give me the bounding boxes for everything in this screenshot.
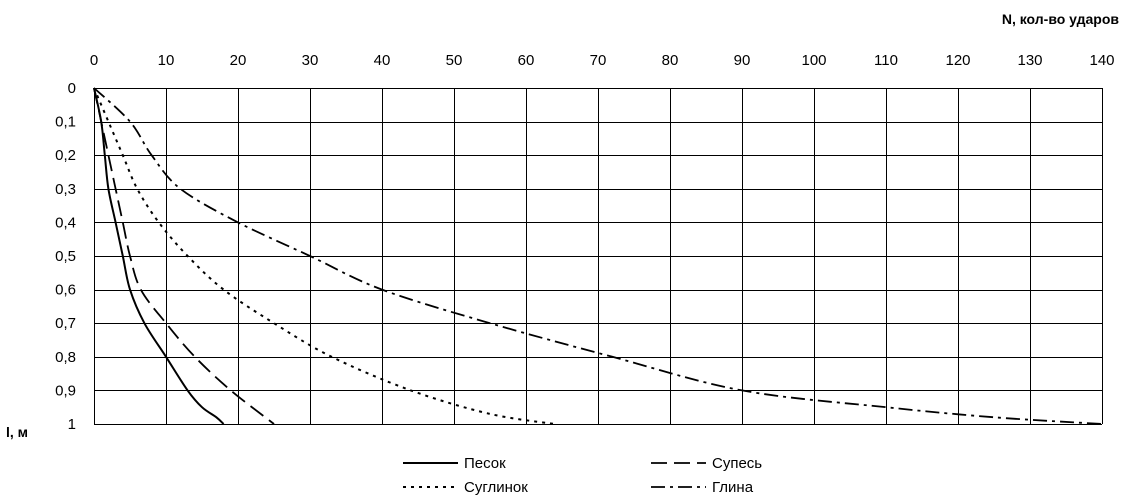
x-tick-label: 50 [446, 52, 463, 69]
y-tick-label: 0 [68, 80, 76, 97]
x-tick-label: 120 [945, 52, 970, 69]
y-axis-title: l, м [6, 424, 28, 440]
legend-label: Супесь [712, 455, 762, 472]
legend-label: Глина [712, 479, 754, 496]
legend: Песок Супесь Суглинок Глина [403, 455, 762, 496]
series-line-4 [93, 87, 1103, 425]
grid [94, 88, 1103, 425]
y-tick-label: 0,7 [55, 315, 76, 332]
y-tick-label: 0,6 [55, 282, 76, 299]
x-tick-label: 70 [590, 52, 607, 69]
series-layer [93, 87, 1103, 425]
series-line-2 [93, 87, 275, 425]
x-tick-label: 40 [374, 52, 391, 69]
x-tick-label: 60 [518, 52, 535, 69]
x-axis-title: N, кол-во ударов [1002, 11, 1120, 27]
x-tick-labels: 0 10 20 30 40 50 60 70 80 90 100 110 120 130 140 [90, 52, 1115, 69]
x-tick-label: 30 [302, 52, 319, 69]
y-tick-label: 0,3 [55, 181, 76, 198]
y-tick-label: 0,2 [55, 147, 76, 164]
x-tick-label: 100 [801, 52, 826, 69]
x-tick-label: 110 [874, 52, 898, 69]
y-tick-label: 0,9 [55, 382, 76, 399]
x-tick-label: 140 [1089, 52, 1114, 69]
y-tick-label: 1 [68, 416, 76, 433]
x-tick-label: 20 [230, 52, 247, 69]
y-tick-label: 0,1 [55, 114, 76, 131]
x-tick-label: 80 [662, 52, 679, 69]
legend-label: Суглинок [464, 479, 528, 496]
x-tick-label: 130 [1017, 52, 1042, 69]
x-tick-label: 0 [90, 52, 98, 69]
y-tick-label: 0,8 [55, 349, 76, 366]
series-line-3 [93, 87, 555, 425]
y-tick-labels: 0 0,1 0,2 0,3 0,4 0,5 0,6 0,7 0,8 0,9 1 [55, 80, 76, 433]
y-tick-label: 0,4 [55, 214, 76, 231]
x-tick-label: 90 [734, 52, 751, 69]
y-tick-label: 0,5 [55, 248, 76, 265]
series-line-1 [93, 87, 225, 425]
legend-label: Песок [464, 455, 506, 472]
x-tick-label: 10 [158, 52, 175, 69]
